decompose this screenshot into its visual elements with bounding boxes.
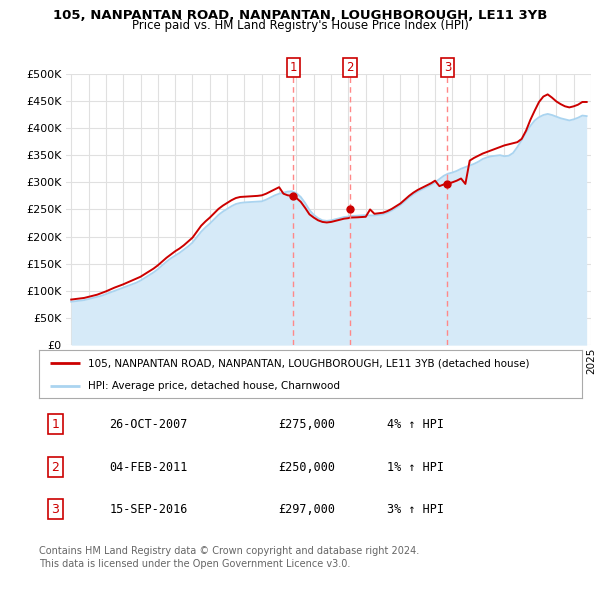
- Text: This data is licensed under the Open Government Licence v3.0.: This data is licensed under the Open Gov…: [39, 559, 350, 569]
- Text: Price paid vs. HM Land Registry's House Price Index (HPI): Price paid vs. HM Land Registry's House …: [131, 19, 469, 32]
- Text: 105, NANPANTAN ROAD, NANPANTAN, LOUGHBOROUGH, LE11 3YB (detached house): 105, NANPANTAN ROAD, NANPANTAN, LOUGHBOR…: [88, 358, 529, 368]
- Text: 1: 1: [290, 61, 297, 74]
- Text: 4% ↑ HPI: 4% ↑ HPI: [386, 418, 443, 431]
- Text: 26-OCT-2007: 26-OCT-2007: [110, 418, 188, 431]
- Text: 3: 3: [52, 503, 59, 516]
- Text: 3: 3: [443, 61, 451, 74]
- Text: 15-SEP-2016: 15-SEP-2016: [110, 503, 188, 516]
- Text: 3% ↑ HPI: 3% ↑ HPI: [386, 503, 443, 516]
- Text: 1: 1: [52, 418, 59, 431]
- Text: £250,000: £250,000: [278, 461, 335, 474]
- Text: 04-FEB-2011: 04-FEB-2011: [110, 461, 188, 474]
- Text: 105, NANPANTAN ROAD, NANPANTAN, LOUGHBOROUGH, LE11 3YB: 105, NANPANTAN ROAD, NANPANTAN, LOUGHBOR…: [53, 9, 547, 22]
- Text: 1% ↑ HPI: 1% ↑ HPI: [386, 461, 443, 474]
- Text: £275,000: £275,000: [278, 418, 335, 431]
- Text: 2: 2: [346, 61, 354, 74]
- Text: Contains HM Land Registry data © Crown copyright and database right 2024.: Contains HM Land Registry data © Crown c…: [39, 546, 419, 556]
- Text: 2: 2: [52, 461, 59, 474]
- Text: HPI: Average price, detached house, Charnwood: HPI: Average price, detached house, Char…: [88, 381, 340, 391]
- Text: £297,000: £297,000: [278, 503, 335, 516]
